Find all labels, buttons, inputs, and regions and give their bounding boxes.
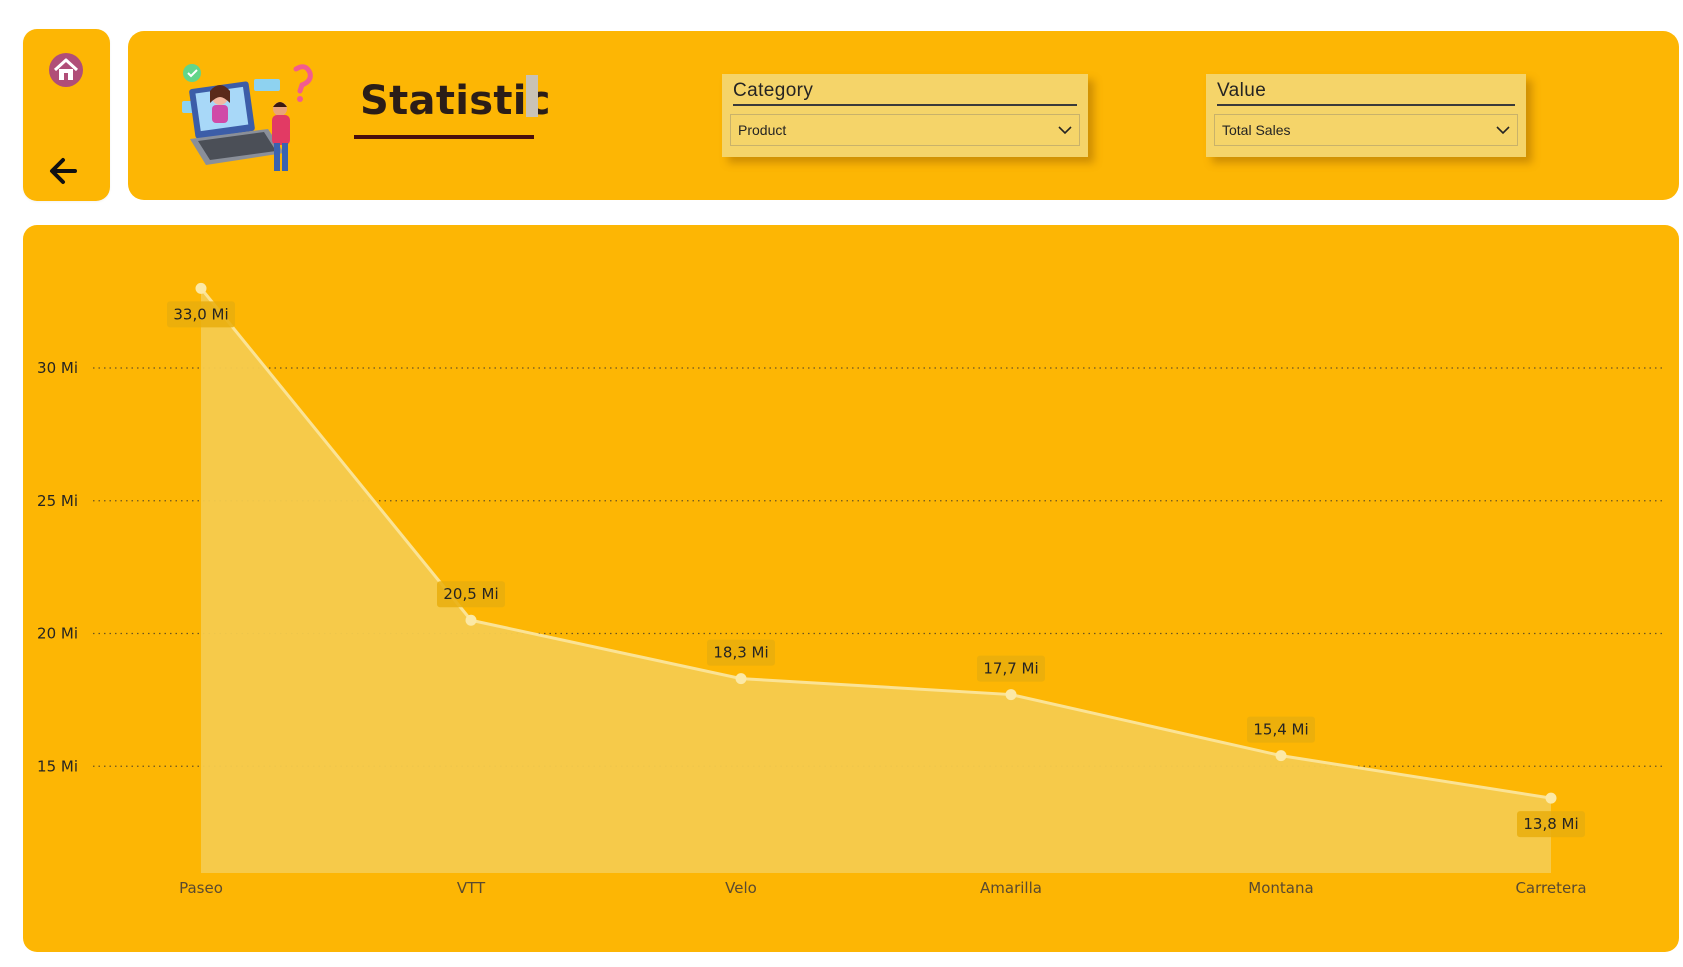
x-tick-label: Amarilla bbox=[980, 879, 1042, 897]
category-slicer: Category Product bbox=[722, 74, 1088, 157]
y-tick-label: 30 Mi bbox=[37, 359, 78, 377]
data-point[interactable] bbox=[465, 614, 477, 626]
data-label: 17,7 Mi bbox=[983, 660, 1038, 678]
category-dropdown[interactable]: Product bbox=[730, 114, 1080, 146]
data-label-bg bbox=[977, 655, 1045, 682]
y-tick-label: 15 Mi bbox=[37, 757, 78, 775]
category-dropdown-value: Product bbox=[738, 122, 787, 138]
area-fill bbox=[201, 288, 1551, 874]
home-button[interactable] bbox=[47, 51, 85, 89]
category-slicer-label: Category bbox=[733, 80, 814, 101]
back-button[interactable] bbox=[45, 153, 85, 189]
title-underline bbox=[354, 135, 534, 139]
chevron-down-icon bbox=[1058, 126, 1072, 135]
data-label-bg bbox=[1247, 716, 1315, 743]
data-label: 13,8 Mi bbox=[1523, 815, 1578, 833]
header-panel: Statistic Category Product Value Total S… bbox=[128, 31, 1679, 200]
y-tick-label: 20 Mi bbox=[37, 625, 78, 643]
area-chart: 15 Mi 20 Mi 25 Mi 30 Mi 33,0 Mi Paseo 20,5 Mi V… bbox=[37, 282, 1663, 897]
data-label-bg bbox=[1517, 811, 1585, 838]
value-dropdown[interactable]: Total Sales bbox=[1214, 114, 1518, 146]
x-tick-label: Montana bbox=[1248, 879, 1313, 897]
series-line bbox=[199, 287, 1552, 800]
y-tick-label: 25 Mi bbox=[37, 492, 78, 510]
home-icon bbox=[49, 53, 83, 87]
nav-panel bbox=[23, 29, 110, 201]
data-point[interactable] bbox=[1005, 689, 1017, 701]
value-dropdown-value: Total Sales bbox=[1222, 122, 1291, 138]
data-point[interactable] bbox=[735, 673, 747, 685]
data-point[interactable] bbox=[1275, 750, 1287, 762]
laptop-people-illustration bbox=[182, 64, 313, 171]
data-label: 18,3 Mi bbox=[713, 644, 768, 662]
x-tick-label: VTT bbox=[457, 879, 486, 897]
x-tick-label: Velo bbox=[725, 879, 757, 897]
arrow-left-icon bbox=[50, 158, 77, 184]
value-slicer-label: Value bbox=[1217, 80, 1267, 101]
page-title: Statistic bbox=[360, 78, 551, 124]
divider bbox=[733, 104, 1077, 106]
data-label: 20,5 Mi bbox=[443, 585, 498, 603]
data-point[interactable] bbox=[195, 282, 207, 294]
data-point[interactable] bbox=[1545, 792, 1557, 804]
value-slicer: Value Total Sales bbox=[1206, 74, 1526, 157]
x-tick-label: Paseo bbox=[179, 879, 223, 897]
data-label: 33,0 Mi bbox=[173, 305, 228, 323]
chart-panel: 15 Mi 20 Mi 25 Mi 30 Mi 33,0 Mi Paseo 20,5 Mi V… bbox=[23, 225, 1679, 952]
data-label-bg bbox=[437, 581, 505, 608]
data-label-bg bbox=[167, 301, 235, 328]
text-cursor bbox=[526, 75, 538, 117]
divider bbox=[1217, 104, 1515, 106]
data-label-bg bbox=[707, 639, 775, 666]
chevron-down-icon bbox=[1496, 126, 1510, 135]
data-label: 15,4 Mi bbox=[1253, 721, 1308, 739]
x-tick-label: Carretera bbox=[1515, 879, 1586, 897]
